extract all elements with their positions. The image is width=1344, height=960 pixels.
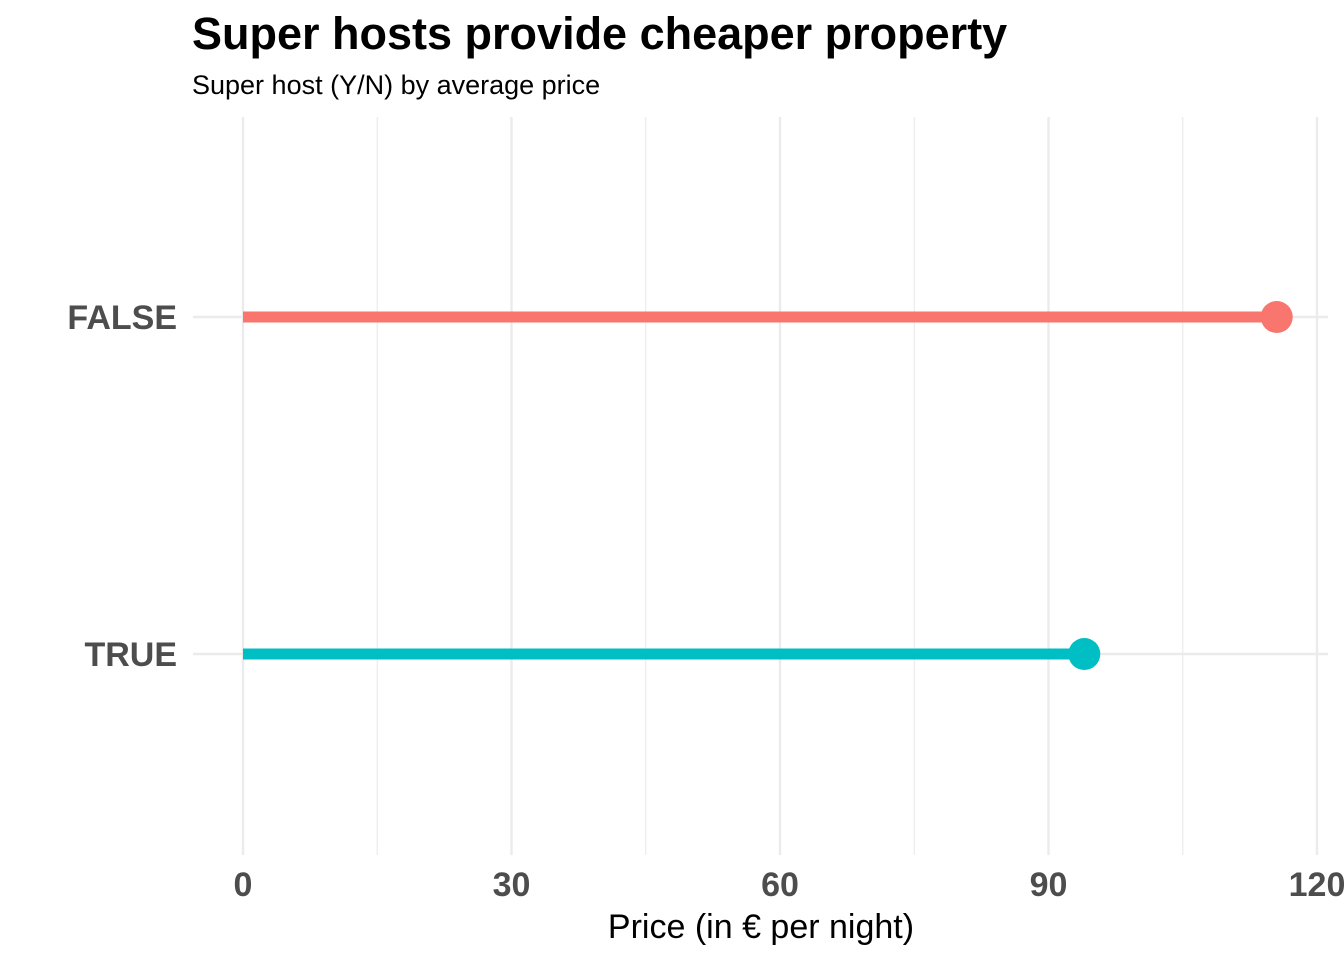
x-axis-title: Price (in € per night) [608,908,914,946]
chart-subtitle: Super host (Y/N) by average price [192,70,601,100]
chart-title: Super hosts provide cheaper property [192,8,1008,59]
lollipop-point [1068,638,1101,670]
lollipop-point [1260,301,1293,333]
x-tick-label: 120 [1289,866,1344,904]
y-axis-ticks: FALSE TRUE [67,299,177,674]
x-tick-label: 30 [493,866,531,904]
x-tick-label: 0 [234,866,253,904]
data-marks [243,301,1293,670]
x-tick-label: 60 [761,866,799,904]
x-axis-ticks: 0 30 60 90 120 [234,866,1344,904]
x-tick-label: 90 [1030,866,1068,904]
grid [193,117,1328,855]
y-tick-label: FALSE [67,299,177,337]
y-tick-label: TRUE [84,636,177,674]
